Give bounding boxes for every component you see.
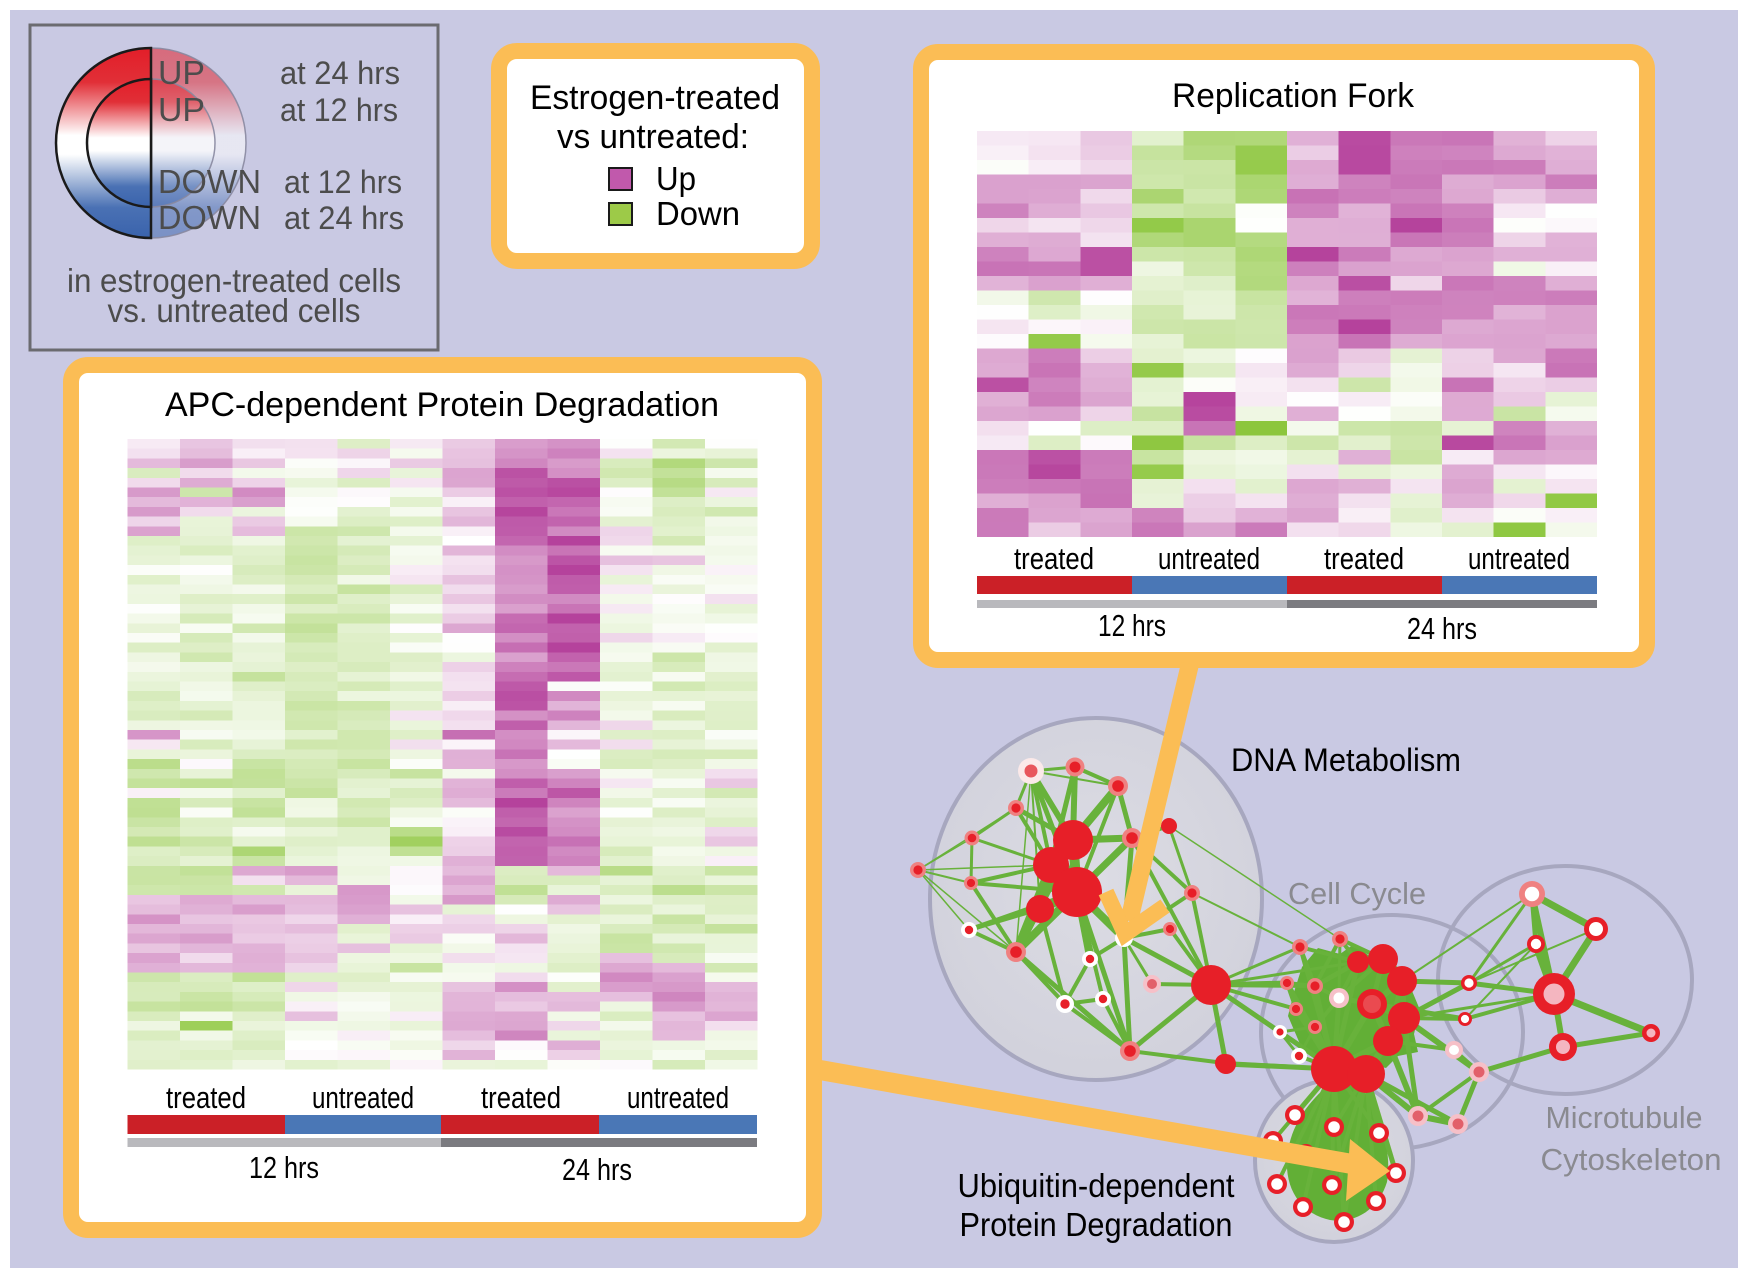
svg-text:UP: UP xyxy=(158,54,205,91)
svg-text:Cytoskeleton: Cytoskeleton xyxy=(1541,1142,1722,1177)
svg-text:vs. untreated cells: vs. untreated cells xyxy=(108,292,361,329)
svg-text:Replication Fork: Replication Fork xyxy=(1172,77,1415,115)
svg-text:untreated: untreated xyxy=(1158,541,1260,576)
svg-text:UP: UP xyxy=(158,91,205,128)
svg-text:treated: treated xyxy=(166,1080,246,1115)
svg-text:24 hrs: 24 hrs xyxy=(562,1152,632,1187)
svg-text:at 12 hrs: at 12 hrs xyxy=(284,164,402,200)
svg-text:Estrogen-treated: Estrogen-treated xyxy=(530,79,780,117)
svg-text:untreated: untreated xyxy=(627,1080,729,1115)
svg-text:DOWN: DOWN xyxy=(158,199,261,236)
svg-text:treated: treated xyxy=(1324,541,1404,576)
svg-text:Cell Cycle: Cell Cycle xyxy=(1288,876,1426,911)
svg-text:Ubiquitin-dependent: Ubiquitin-dependent xyxy=(958,1167,1235,1204)
svg-text:Microtubule: Microtubule xyxy=(1546,1100,1703,1135)
svg-text:Protein Degradation: Protein Degradation xyxy=(960,1206,1233,1243)
svg-text:vs untreated:: vs untreated: xyxy=(557,118,749,156)
svg-text:at 24 hrs: at 24 hrs xyxy=(284,200,404,236)
svg-text:treated: treated xyxy=(1014,541,1094,576)
svg-text:at 24 hrs: at 24 hrs xyxy=(280,55,400,91)
svg-text:DOWN: DOWN xyxy=(158,163,261,200)
svg-text:treated: treated xyxy=(481,1080,561,1115)
svg-text:at 12 hrs: at 12 hrs xyxy=(280,92,398,128)
svg-text:in estrogen-treated cells: in estrogen-treated cells xyxy=(67,262,401,299)
svg-text:24 hrs: 24 hrs xyxy=(1407,611,1477,646)
svg-text:Down: Down xyxy=(656,195,740,232)
svg-text:DNA Metabolism: DNA Metabolism xyxy=(1231,742,1461,778)
svg-text:12 hrs: 12 hrs xyxy=(249,1150,319,1185)
svg-text:APC-dependent Protein Degradat: APC-dependent Protein Degradation xyxy=(165,386,719,424)
svg-text:12 hrs: 12 hrs xyxy=(1098,608,1166,643)
svg-text:Up: Up xyxy=(656,160,696,197)
svg-text:untreated: untreated xyxy=(312,1080,414,1115)
svg-text:untreated: untreated xyxy=(1468,541,1570,576)
